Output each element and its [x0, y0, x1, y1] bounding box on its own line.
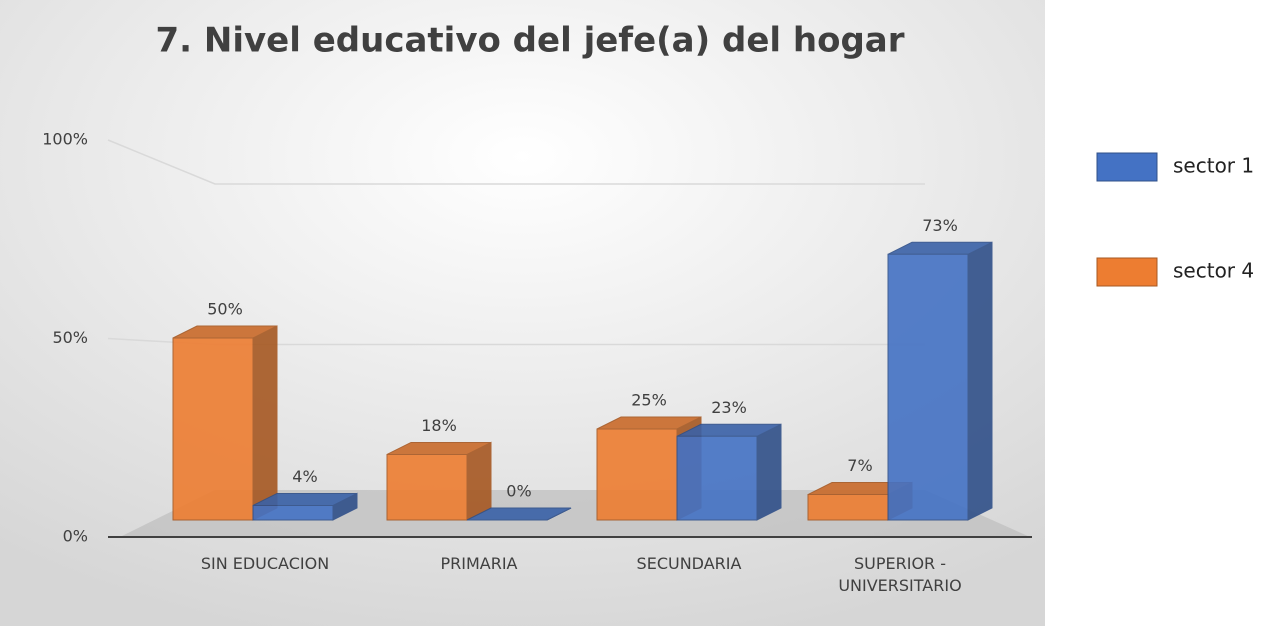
value-label: 4% — [292, 467, 317, 486]
bar — [466, 507, 572, 521]
bar — [172, 325, 278, 521]
value-label: 18% — [421, 416, 457, 435]
bar-front — [807, 494, 889, 521]
bar-side — [466, 441, 492, 521]
bar-front — [676, 435, 758, 521]
x-tick-label: SECUNDARIA — [636, 554, 742, 573]
bar — [252, 492, 358, 521]
bar-front — [252, 504, 334, 521]
value-label: 23% — [711, 398, 747, 417]
legend-swatch — [1096, 257, 1158, 287]
grid-line — [107, 139, 925, 185]
bar-front — [386, 453, 468, 521]
y-tick-label: 100% — [42, 130, 88, 149]
legend-label: sector 4 — [1173, 259, 1254, 283]
x-tick-label: SIN EDUCACION — [200, 554, 330, 573]
value-label: 73% — [922, 216, 958, 235]
bar — [676, 423, 782, 521]
legend-label: sector 1 — [1173, 154, 1254, 178]
bar-front — [887, 253, 969, 521]
legend-swatch — [1096, 152, 1158, 182]
bar — [887, 241, 993, 521]
x-tick-label: SUPERIOR - UNIVERSITARIO — [838, 554, 962, 595]
bar-side — [756, 423, 782, 521]
bar-front — [172, 337, 254, 521]
bar — [386, 441, 492, 521]
y-tick-label: 50% — [52, 328, 88, 347]
y-tick-label: 0% — [63, 527, 88, 546]
bar-side — [252, 325, 278, 521]
value-label: 0% — [506, 482, 531, 501]
chart-title: 7. Nivel educativo del jefe(a) del hogar — [155, 21, 904, 61]
value-label: 25% — [631, 391, 667, 410]
value-label: 7% — [847, 456, 872, 475]
bar-side — [967, 241, 993, 521]
value-label: 50% — [207, 300, 243, 319]
x-tick-label: PRIMARIA — [440, 554, 518, 573]
bar-front — [596, 428, 678, 521]
